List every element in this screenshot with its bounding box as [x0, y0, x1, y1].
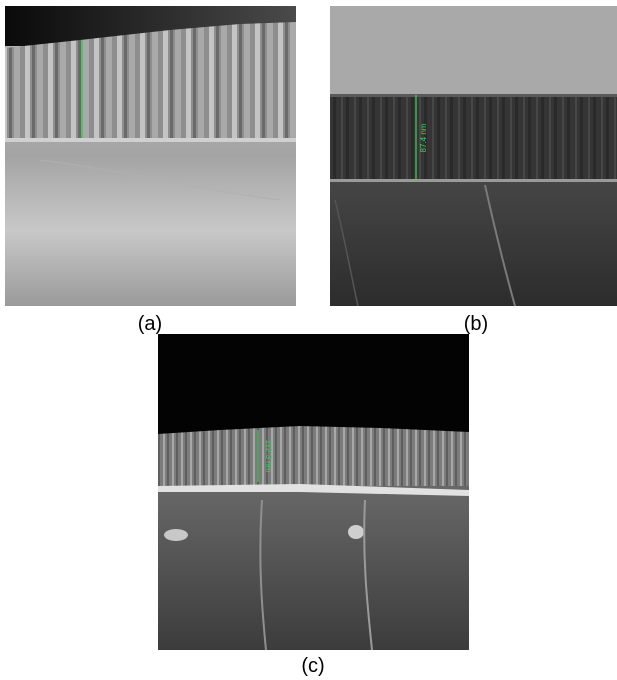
- panel-label: (a): [138, 313, 162, 335]
- panel-a: [5, 6, 296, 306]
- measurement-label: 112.3 nm: [264, 440, 273, 473]
- measurement-label: 87.4 nm: [419, 123, 428, 152]
- panel-b: 87.4 nm: [330, 6, 617, 307]
- panel-label: (c): [301, 655, 324, 677]
- panel-c: 112.3 nm: [158, 334, 469, 651]
- panel-label: (b): [464, 313, 488, 335]
